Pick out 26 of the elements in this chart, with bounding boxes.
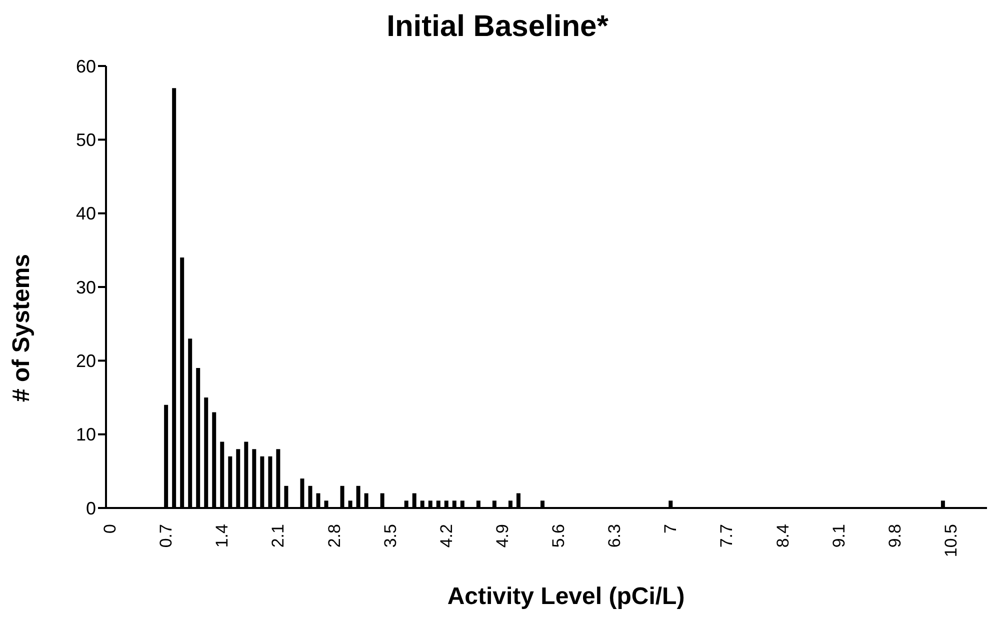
x-tick-label: 0 (100, 524, 120, 534)
y-tick-label: 0 (86, 498, 96, 518)
x-tick-label: 2.8 (324, 524, 344, 548)
y-axis-title: # of Systems (8, 254, 36, 402)
x-tick-label: 2.1 (268, 524, 288, 548)
x-tick-label: 1.4 (212, 524, 232, 548)
y-tick-label: 20 (76, 351, 96, 372)
y-tick-label: 60 (76, 56, 96, 76)
y-tick-label: 40 (76, 204, 96, 224)
x-tick-label: 0.7 (156, 524, 176, 548)
x-axis-title: Activity Level (pCi/L) (446, 583, 686, 611)
y-tick-label: 10 (76, 424, 96, 445)
y-tick-label: 30 (76, 277, 96, 298)
y-tick-label: 50 (76, 130, 96, 150)
x-tick-label: 7.7 (717, 524, 736, 548)
x-tick-label: 7 (661, 524, 680, 534)
x-tick-label: 9.1 (829, 524, 848, 548)
x-tick-label: 6.3 (605, 524, 624, 548)
x-tick-label: 10.5 (941, 524, 960, 558)
x-tick-label: 4.2 (436, 524, 456, 548)
x-tick-label: 5.6 (549, 524, 568, 548)
x-tick-label: 9.8 (885, 524, 904, 548)
x-tick-label: 4.9 (492, 524, 512, 548)
chart-title: Initial Baseline* (386, 10, 610, 44)
x-tick-label: 3.5 (380, 524, 400, 548)
x-tick-label: 8.4 (773, 524, 792, 548)
